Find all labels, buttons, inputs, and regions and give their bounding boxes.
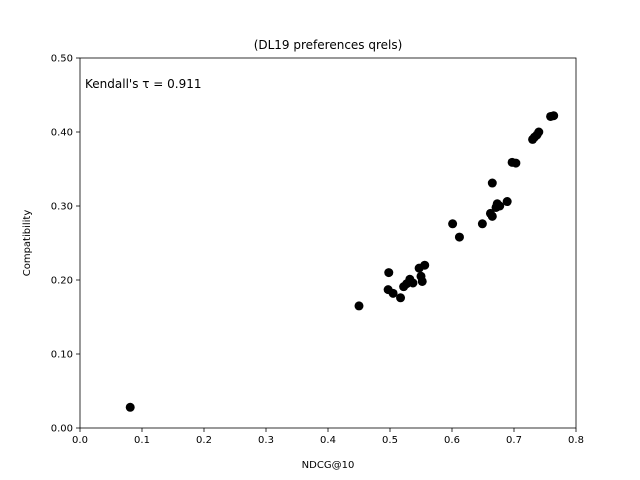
chart-title: (DL19 preferences qrels): [254, 38, 403, 52]
data-point: [495, 201, 505, 211]
x-tick-label: 0.8: [568, 435, 584, 446]
data-point: [408, 278, 418, 288]
data-point: [487, 178, 497, 188]
data-point: [388, 288, 398, 298]
data-point: [448, 219, 458, 229]
y-tick-label: 0.30: [51, 202, 73, 213]
data-point: [549, 111, 559, 121]
x-tick-label: 0.4: [320, 435, 336, 446]
kendall-tau-annotation: Kendall's τ = 0.911: [85, 77, 202, 91]
x-tick-label: 0.6: [444, 435, 460, 446]
y-axis-label: Compatibility: [22, 210, 33, 277]
y-tick-label: 0.40: [51, 128, 73, 139]
data-point: [454, 232, 464, 242]
x-tick-label: 0.1: [134, 435, 150, 446]
x-tick-label: 0.7: [506, 435, 522, 446]
data-point: [420, 260, 430, 270]
data-point: [477, 219, 487, 229]
data-point: [534, 127, 544, 137]
x-axis-ticks: 0.0 0.1 0.2 0.3 0.4 0.5 0.6 0.7 0.8: [72, 428, 584, 446]
x-tick-label: 0.0: [72, 435, 88, 446]
y-tick-label: 0.10: [51, 350, 73, 361]
data-point: [511, 158, 521, 168]
data-point: [502, 197, 512, 207]
data-point: [125, 402, 135, 412]
plot-frame: [79, 57, 577, 429]
data-point: [396, 293, 406, 303]
x-tick-label: 0.3: [258, 435, 274, 446]
data-point: [354, 301, 364, 311]
data-point: [384, 268, 394, 278]
data-point: [487, 211, 497, 221]
y-tick-label: 0.20: [51, 276, 73, 287]
y-tick-label: 0.00: [51, 424, 73, 435]
x-tick-label: 0.2: [196, 435, 212, 446]
x-axis-label: NDCG@10: [302, 460, 355, 471]
y-axis-ticks: 0.00 0.10 0.20 0.30 0.40 0.50: [51, 54, 80, 435]
y-tick-label: 0.50: [51, 54, 73, 65]
data-points: [125, 111, 559, 412]
plot-area: 0.0 0.1 0.2 0.3 0.4 0.5 0.6 0.7 0.8 0.00 0.10 0.20…: [51, 54, 584, 447]
data-point: [417, 276, 427, 286]
x-tick-label: 0.5: [382, 435, 398, 446]
